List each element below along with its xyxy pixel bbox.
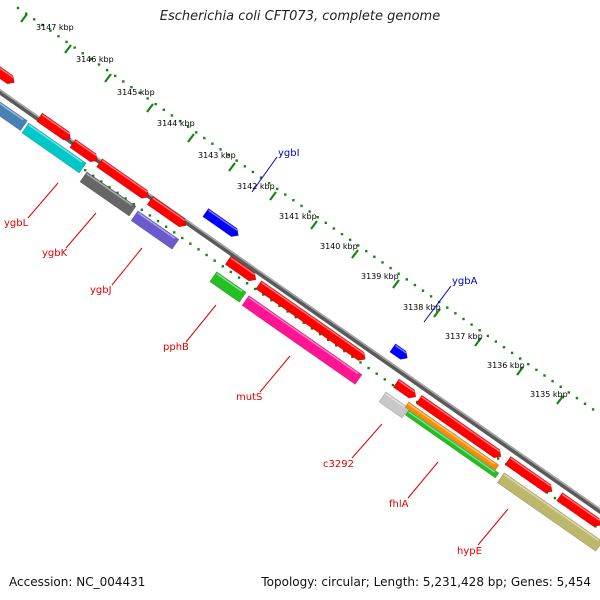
map-title: Escherichia coli CFT073, complete genome	[159, 9, 441, 24]
feature-bar	[241, 295, 363, 385]
gene-label: fhlA	[389, 499, 409, 510]
gene-label: mutS	[236, 392, 262, 403]
gene-leader-line	[27, 182, 59, 219]
gene-label: c3292	[323, 459, 354, 470]
cds-feature	[96, 158, 149, 199]
cds-feature	[146, 195, 187, 228]
cds-feature	[255, 280, 366, 361]
scale-tick-label: 3144 kbp	[157, 119, 195, 128]
cds-feature	[69, 138, 98, 163]
feature-bar	[496, 472, 600, 552]
scale-tick-label: 3139 kbp	[361, 272, 399, 281]
scale-tick-label: 3141 kbp	[279, 212, 317, 221]
cds-feature	[0, 60, 15, 85]
feature-bar	[378, 391, 410, 419]
cds-feature	[36, 112, 71, 141]
feature-bar	[0, 100, 28, 132]
gene-leader-line	[251, 156, 278, 193]
scale-tick-label: 3135 kbp	[530, 390, 568, 399]
gene-leader-line	[407, 461, 439, 499]
scale-tick-label: 3140 kbp	[320, 242, 358, 251]
gene-leader-line	[423, 285, 452, 323]
topology-summary: Topology: circular; Length: 5,231,428 bp…	[261, 575, 591, 589]
cds-feature	[224, 255, 257, 282]
feature-bar	[130, 210, 180, 250]
scale-tick-label: 3137 kbp	[445, 332, 483, 341]
scale-tick-label: 3136 kbp	[487, 361, 525, 370]
gene-label: ygbL	[4, 218, 29, 229]
gene-leader-line	[477, 508, 509, 546]
scale-tick-label: 3138 kbp	[403, 303, 441, 312]
feature-bar	[404, 401, 500, 471]
scale-tick-label: 3143 kbp	[198, 151, 236, 160]
feature-bar	[209, 271, 247, 303]
gene-leader-line	[351, 423, 383, 459]
scale-tick-label: 3146 kbp	[76, 55, 114, 64]
feature-bar	[79, 171, 137, 217]
gene-label: ygbI	[278, 148, 300, 159]
feature-bar	[404, 409, 500, 479]
backbone-highlight	[0, 89, 600, 510]
gene-labels: ygbL ygbK ygbJ pphB mutS c3292 fhlA hypE ygbI ygb…	[4, 148, 509, 557]
gene-leader-line	[259, 355, 291, 393]
scale-dotted-ring	[16, 6, 595, 411]
cds-feature	[415, 394, 502, 459]
gene-label: ygbA	[452, 276, 478, 287]
cds-feature	[504, 456, 553, 494]
gene-label: hypE	[457, 546, 482, 557]
gene-label: ygbJ	[90, 285, 112, 296]
feature-tracks	[0, 60, 600, 552]
gene-label: pphB	[163, 342, 189, 353]
gene-label: ygbK	[42, 248, 68, 259]
feature-bar	[21, 122, 87, 174]
gene-leader-line	[65, 212, 97, 249]
scale-tick-label: 3145 kbp	[117, 88, 155, 97]
cds-feature	[556, 492, 600, 527]
accession-text: Accession: NC_004431	[9, 575, 146, 589]
reverse-cds-feature	[389, 343, 408, 360]
gene-leader-line	[185, 304, 217, 343]
reverse-cds-feature	[202, 208, 239, 238]
scale-tick-label: 3147 kbp	[36, 23, 74, 32]
gene-leader-line	[111, 247, 143, 286]
cds-feature	[392, 378, 417, 399]
